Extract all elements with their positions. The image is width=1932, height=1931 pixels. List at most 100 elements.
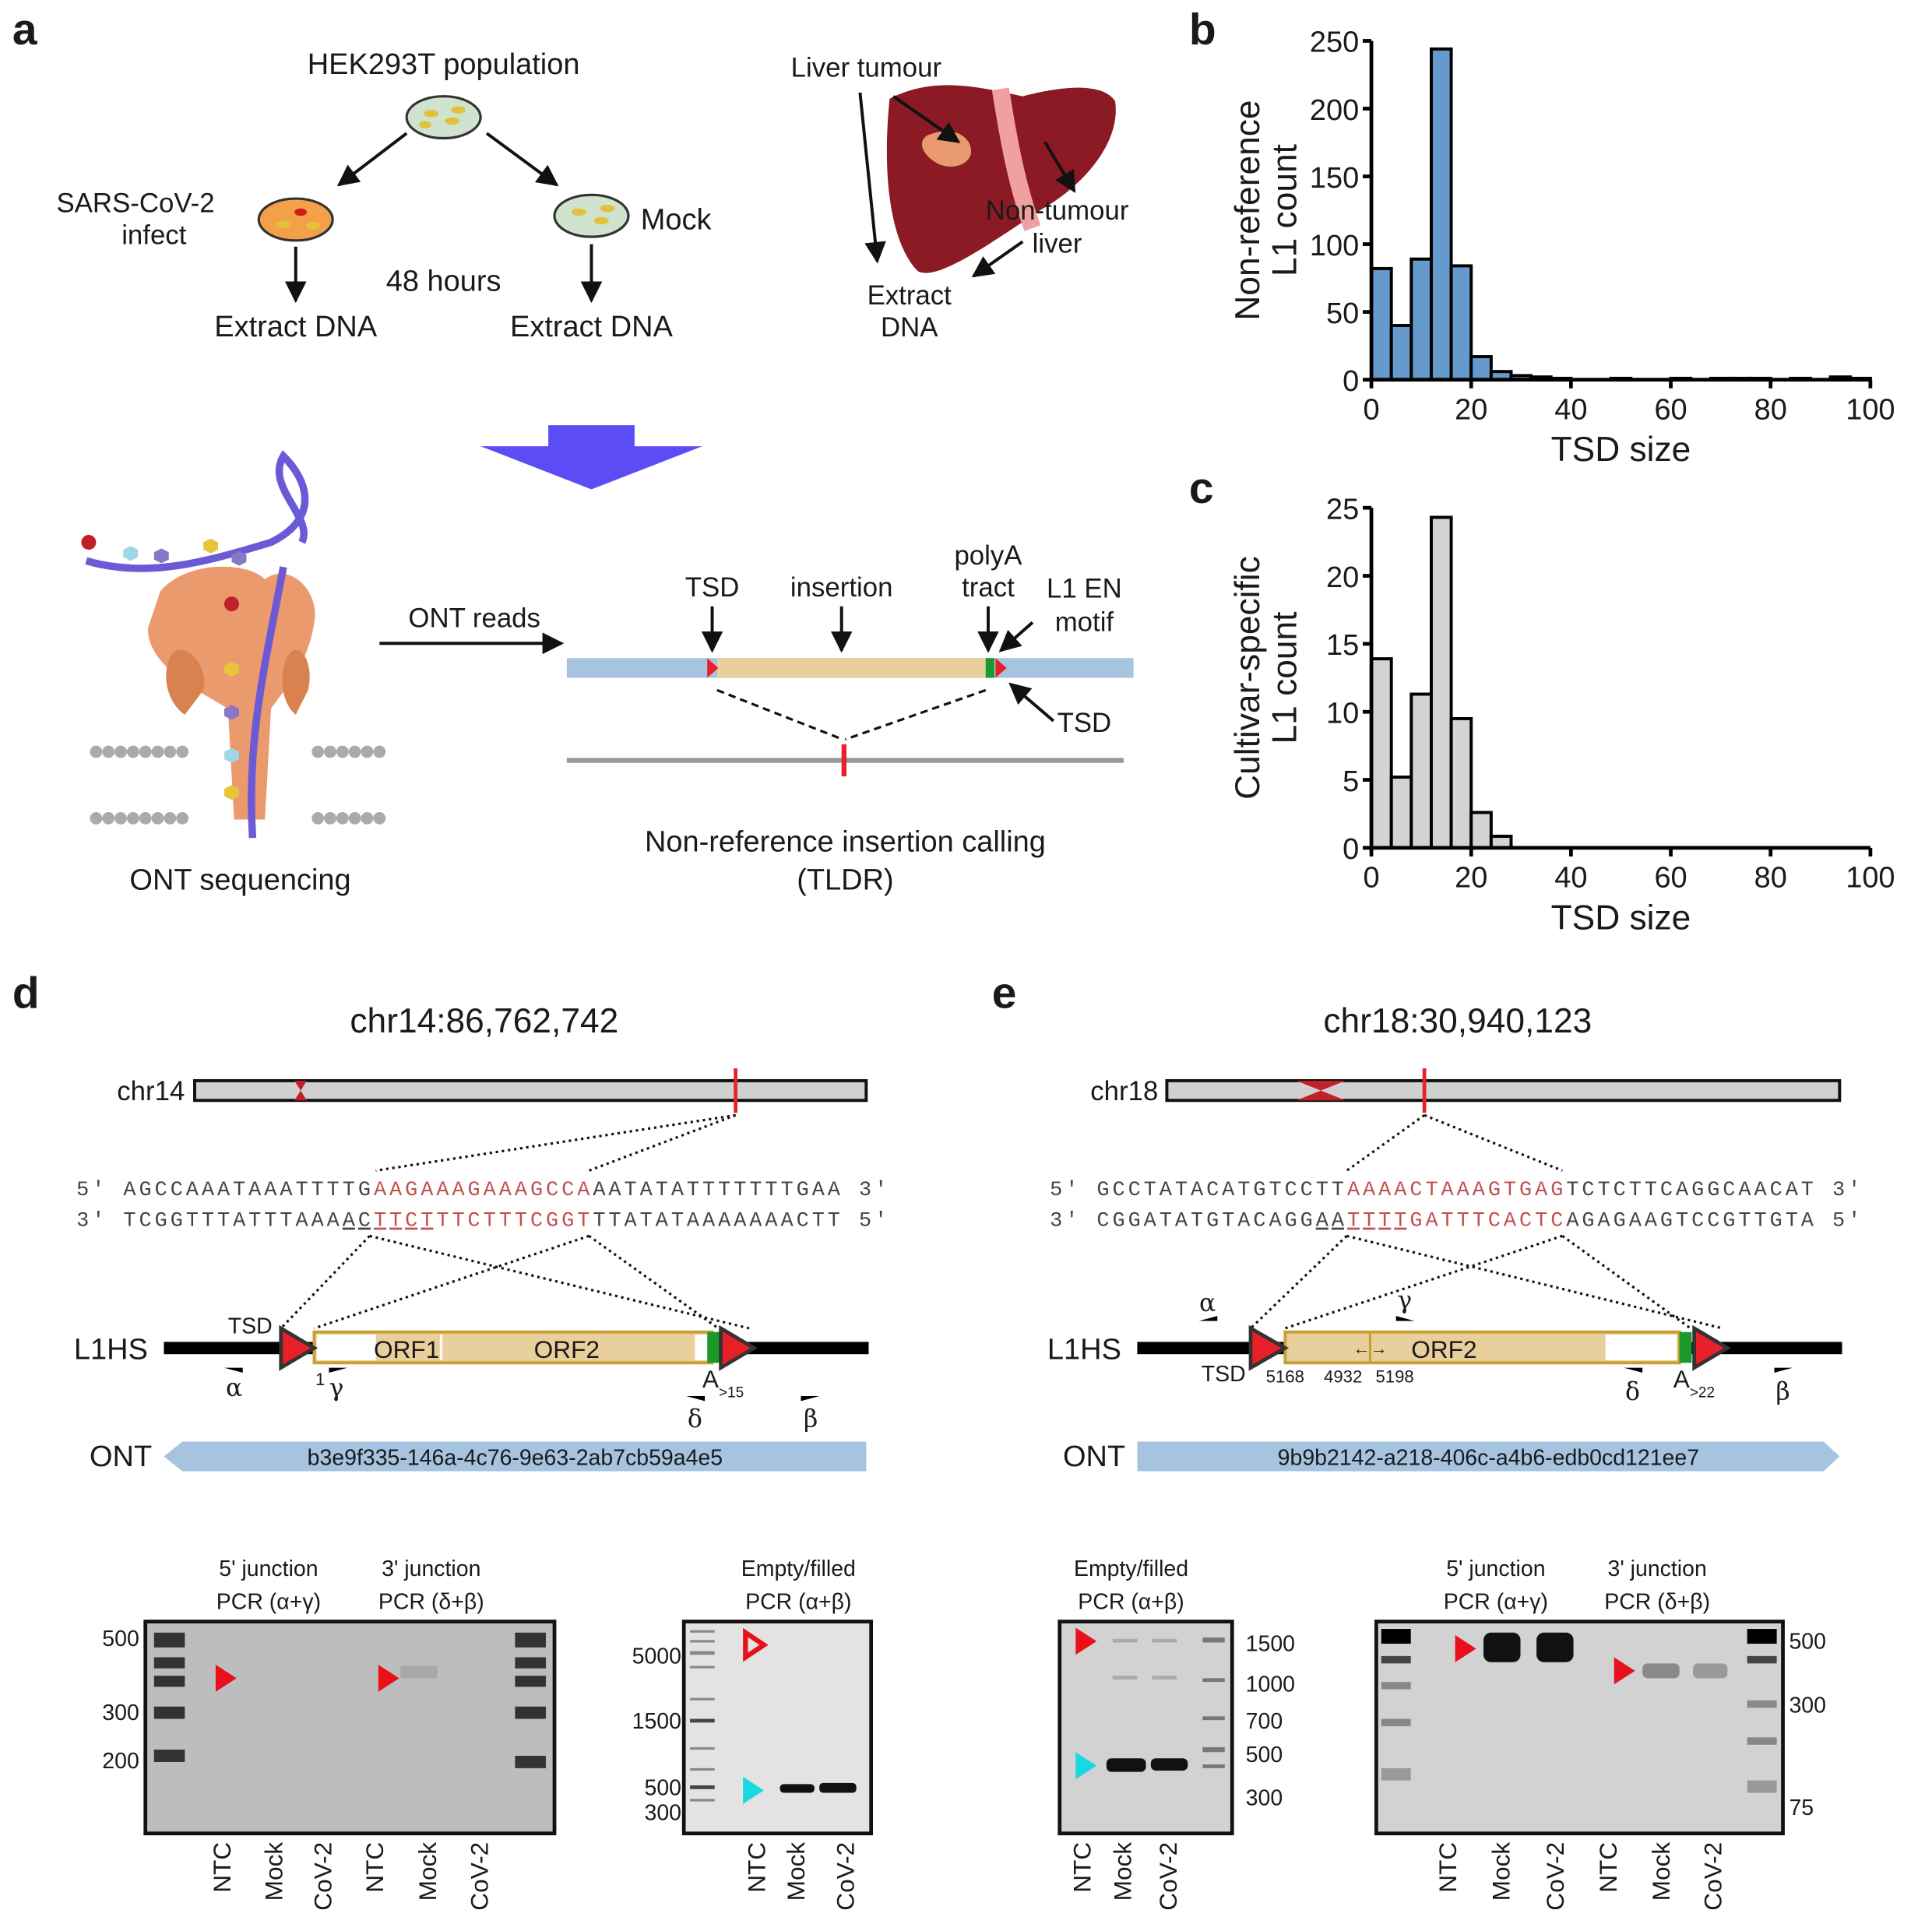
ont-read-arrow <box>164 1441 867 1472</box>
tsd-right-icon <box>1692 1324 1731 1371</box>
svg-text:α: α <box>1199 1289 1216 1317</box>
petri-dish-mock-icon <box>553 193 630 238</box>
histogram-b: 0 20 40 60 80 100 0 50 100 150 200 250 TSD size Non-r… <box>1229 26 1895 469</box>
gel-title: PCR (δ+β) <box>378 1590 484 1615</box>
panel-label-a: a <box>12 5 38 55</box>
gel-image <box>1374 1620 1785 1836</box>
lane-label: NTC <box>1068 1842 1096 1893</box>
lane-label: Mock <box>782 1842 810 1901</box>
cyan-arrowhead-icon <box>743 1776 765 1804</box>
x-tick-label: 80 <box>1754 862 1787 895</box>
red-arrowhead-icon <box>1455 1634 1476 1662</box>
lipid-head <box>324 745 336 758</box>
y-tick-label: 250 <box>1310 26 1359 59</box>
lane-label: CoV-2 <box>832 1842 860 1911</box>
gel-title: 3' junction <box>1607 1556 1706 1581</box>
insertion-schematic <box>566 658 1134 777</box>
lipid-head <box>324 812 336 825</box>
chromosome-ideogram <box>1165 1078 1842 1103</box>
y-axis-label-line1: Cultivar-specific <box>1229 556 1267 800</box>
panel-label-b: b <box>1189 5 1216 55</box>
ladder-bands <box>1202 1637 1225 1768</box>
red-arrowhead-icon <box>1614 1657 1635 1685</box>
panel-label-e: e <box>992 969 1017 1018</box>
ont-label: ONT <box>90 1440 152 1473</box>
panel-c: c 0 20 40 60 80 100 0 5 10 15 20 25 TSD size Cultivar… <box>1189 463 1895 937</box>
ont-read-id: 9b9b2142-a218-406c-a4b6-edb0cd121ee7 <box>1278 1446 1699 1471</box>
ladder-label: 500 <box>1246 1743 1283 1767</box>
lane-label: Mock <box>1109 1842 1137 1901</box>
histogram-bar <box>1409 692 1433 849</box>
primer-alpha: α <box>1198 1289 1218 1321</box>
liver-tumour-label: Liver tumour <box>791 52 942 83</box>
gel-title: PCR (α+γ) <box>216 1590 321 1615</box>
lane-label: CoV-2 <box>1698 1842 1726 1911</box>
element-label: L1HS <box>74 1334 148 1366</box>
x-tick-label: 80 <box>1754 393 1787 426</box>
lane-labels: NTC Mock CoV-2 NTC Mock CoV-2 <box>1434 1842 1726 1911</box>
extract-liver-line1: Extract <box>867 280 952 311</box>
svg-text:δ: δ <box>1625 1378 1640 1406</box>
cyan-arrowhead-icon <box>1075 1752 1097 1780</box>
open-red-arrowhead-icon <box>743 1627 769 1662</box>
lipid-head <box>348 812 361 825</box>
gel-title: 5' junction <box>1446 1556 1545 1581</box>
lipid-head <box>373 812 386 825</box>
lane-labels: NTC Mock CoV-2 NTC Mock CoV-2 <box>208 1842 494 1911</box>
arrow-extract-liver <box>971 240 1024 278</box>
lane-labels: NTC Mock CoV-2 <box>743 1842 860 1911</box>
gel-image <box>681 1620 874 1836</box>
lipid-head <box>348 745 361 758</box>
polya-mark <box>707 1331 720 1363</box>
polya-label-line1: polyA <box>954 540 1022 571</box>
extract-liver-line2: DNA <box>881 312 938 343</box>
histogram-bar <box>1409 257 1433 382</box>
ladder-bands <box>153 1632 546 1768</box>
lane-label: NTC <box>208 1842 236 1893</box>
histogram-bar <box>1429 515 1453 849</box>
red-arrowhead-icon <box>378 1664 399 1692</box>
y-tick-label: 100 <box>1310 230 1359 262</box>
arrow-non-tumour <box>1043 141 1076 193</box>
primer-delta: δ <box>686 1396 706 1433</box>
calling-label-line1: Non-reference insertion calling <box>645 826 1046 859</box>
panel-label-d: d <box>12 969 40 1018</box>
y-tick-label: 0 <box>1343 833 1359 866</box>
lipid-head <box>336 745 349 758</box>
gel-title: PCR (δ+β) <box>1604 1590 1710 1615</box>
lane-label: CoV-2 <box>466 1842 494 1911</box>
extract-dna-mock: Extract DNA <box>510 311 674 343</box>
y-axis-label-line2: L1 count <box>1266 144 1304 276</box>
locus-title: chr18:30,940,123 <box>1323 1002 1592 1040</box>
y-axis-label-line2: L1 count <box>1266 612 1304 744</box>
sequence-top-strand: 5′ AGCCAAATAAATTTTG AAGAAAGAAAGCCA AATATAT… <box>76 1179 887 1202</box>
primer-gamma: γ <box>1395 1287 1415 1321</box>
lipid-head <box>151 745 164 758</box>
primer-beta: β <box>1774 1367 1793 1406</box>
ladder-label: 300 <box>1246 1785 1283 1810</box>
histogram-bar <box>1469 811 1493 849</box>
start-position: 1 <box>315 1370 325 1389</box>
gel-title: PCR (α+γ) <box>1444 1590 1548 1615</box>
red-arrowhead-icon <box>1075 1627 1097 1655</box>
y-axis-label-line1: Non-reference <box>1229 100 1267 320</box>
y-tick-label: 0 <box>1343 365 1359 398</box>
svg-text:β: β <box>804 1405 818 1433</box>
petri-dish-population-icon <box>405 95 482 140</box>
ladder-label: 5000 <box>632 1644 681 1669</box>
primer-alpha: α <box>223 1367 243 1402</box>
x-tick-label: 0 <box>1364 393 1380 426</box>
lane-label: NTC <box>743 1842 771 1893</box>
histogram-bar <box>1469 355 1493 382</box>
lane-label: Mock <box>413 1842 442 1901</box>
lipid-head <box>164 812 177 825</box>
x-tick-label: 60 <box>1654 862 1687 895</box>
hours-label: 48 hours <box>386 266 501 298</box>
tsd-left-icon <box>1248 1324 1290 1371</box>
lipid-head <box>90 745 103 758</box>
lane-label: Mock <box>1647 1842 1675 1901</box>
lane-label: NTC <box>361 1842 389 1893</box>
tsd-label: TSD <box>685 572 740 603</box>
svg-text:β: β <box>1775 1378 1789 1406</box>
primer-delta: δ <box>1624 1367 1643 1406</box>
